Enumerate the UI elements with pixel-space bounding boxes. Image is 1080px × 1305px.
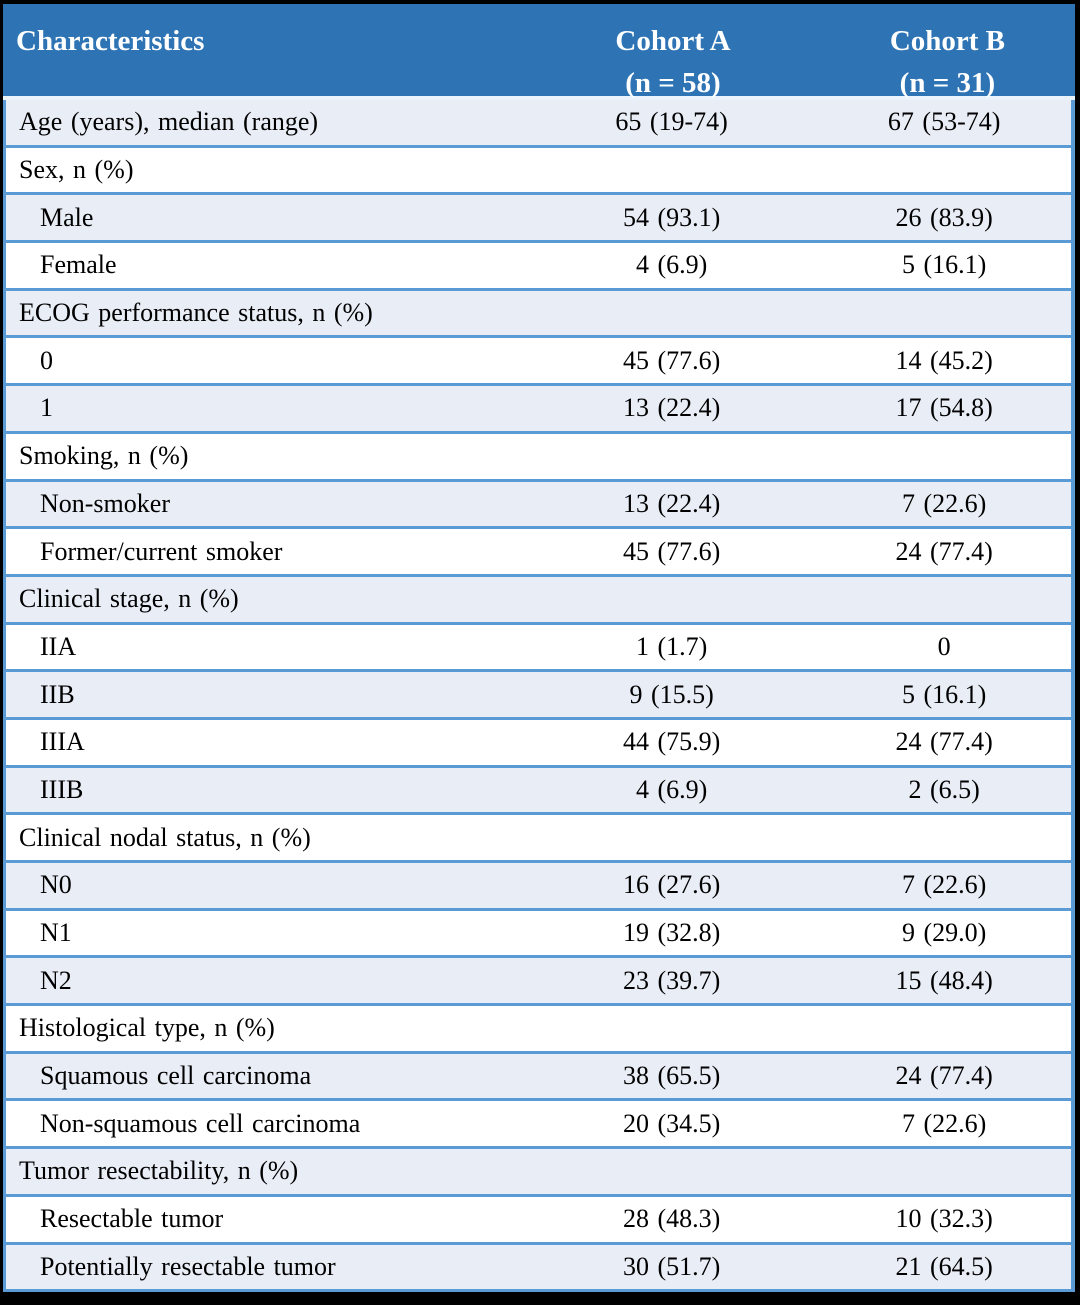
row-label: Squamous cell carcinoma — [40, 1061, 312, 1091]
cohort-b-value: 7 (22.6) — [901, 870, 987, 900]
cohort-b-value: 7 (22.6) — [901, 1108, 987, 1138]
cohort-a-title: Cohort A — [615, 25, 731, 57]
cohort-a-n: (n = 58) — [625, 67, 721, 99]
column-header-characteristics-label: Characteristics — [16, 25, 205, 57]
cohort-b-value: 26 (83.9) — [895, 202, 993, 232]
cohort-b-n: (n = 31) — [899, 67, 996, 99]
table-row: IIIA 44 (75.9) 24 (77.4) — [3, 719, 1075, 768]
row-label: 0 — [40, 345, 53, 375]
row-label: IIIB — [40, 774, 84, 804]
table-row: N0 16 (27.6) 7 (22.6) — [3, 863, 1075, 911]
cohort-a-value: 16 (27.6) — [622, 870, 721, 900]
table-row: Squamous cell carcinoma 38 (65.5) 24 (77.4… — [3, 1053, 1075, 1102]
row-label: Former/current smoker — [40, 536, 283, 566]
table-row: Female 4 (6.9) 5 (16.1) — [3, 243, 1075, 291]
cohort-a-value: 23 (39.7) — [622, 965, 721, 995]
row-label: Clinical nodal status, n (%) — [19, 822, 311, 852]
cohort-a-value: 1 (1.7) — [635, 631, 708, 661]
cohort-b-value: 0 — [937, 631, 951, 661]
table-row: Histological type, n (%) — [3, 1006, 1075, 1054]
cohort-b-value: 24 (77.4) — [895, 727, 993, 757]
row-label: N1 — [40, 918, 72, 948]
row-label: Resectable tumor — [40, 1204, 224, 1234]
row-label: Histological type, n (%) — [19, 1013, 275, 1043]
cohort-b-value: 9 (29.0) — [901, 918, 987, 948]
cohort-b-value: 7 (22.6) — [901, 488, 987, 518]
cohort-a-value: 13 (22.4) — [622, 488, 721, 518]
cohort-a-value: 54 (93.1) — [622, 202, 721, 232]
row-label: Female — [40, 250, 117, 280]
cohort-a-value: 4 (6.9) — [635, 774, 708, 804]
cohort-b-value: 21 (64.5) — [895, 1251, 993, 1281]
row-label: Clinical stage, n (%) — [19, 584, 239, 614]
row-label: IIA — [40, 631, 77, 661]
cohort-a-value: 45 (77.6) — [622, 345, 721, 375]
cohort-b-value: 14 (45.2) — [895, 345, 993, 375]
table-row: Non-squamous cell carcinoma 20 (34.5) 7 (2… — [3, 1101, 1075, 1150]
table-row: 1 13 (22.4) 17 (54.8) — [3, 386, 1075, 434]
table-row: Sex, n (%) — [3, 147, 1075, 196]
cohort-a-value: 4 (6.9) — [635, 250, 708, 280]
table-row: Smoking, n (%) — [3, 433, 1075, 482]
cohort-b-value: 2 (6.5) — [908, 774, 980, 804]
table-row: ECOG performance status, n (%) — [3, 290, 1075, 339]
cohort-a-value: 38 (65.5) — [622, 1061, 721, 1091]
row-label: Tumor resectability, n (%) — [19, 1156, 299, 1186]
row-label: N2 — [40, 965, 72, 995]
cohort-b-value: 67 (53-74) — [887, 107, 1001, 137]
cohort-a-value: 44 (75.9) — [622, 727, 721, 757]
cohort-b-title: Cohort B — [889, 25, 1006, 57]
table-body: Age (years), median (range) 65 (19-74) 67 … — [3, 100, 1075, 1293]
row-label: N0 — [40, 870, 72, 900]
table-row: IIB 9 (15.5) 5 (16.1) — [3, 672, 1075, 720]
cohort-b-value: 5 (16.1) — [901, 679, 987, 709]
column-header-cohort-a: Cohort A (n = 58) — [496, 4, 850, 99]
row-label: IIIA — [40, 727, 85, 757]
cohort-b-value: 17 (54.8) — [895, 393, 993, 423]
cohort-b-value: 5 (16.1) — [901, 250, 987, 280]
table-row: IIA 1 (1.7) 0 — [3, 624, 1075, 673]
table-row: N2 23 (39.7) 15 (48.4) — [3, 958, 1075, 1007]
row-label: 1 — [40, 393, 53, 423]
table-row: Clinical nodal status, n (%) — [3, 815, 1075, 863]
cohort-a-value: 20 (34.5) — [622, 1108, 721, 1138]
cohort-b-value: 24 (77.4) — [895, 1061, 993, 1091]
table-row: Non-smoker 13 (22.4) 7 (22.6) — [3, 481, 1075, 530]
row-label: Sex, n (%) — [19, 155, 134, 185]
column-header-characteristics: Characteristics — [3, 4, 496, 96]
cohort-a-value: 13 (22.4) — [622, 393, 721, 423]
row-label: Male — [40, 202, 94, 232]
cohort-b-value: 15 (48.4) — [895, 965, 993, 995]
table-row: Potentially resectable tumor 30 (51.7) 21 … — [3, 1244, 1075, 1293]
cohort-b-value: 24 (77.4) — [895, 536, 993, 566]
row-label: IIB — [40, 679, 75, 709]
characteristics-table: Characteristics Cohort A (n = 58) Cohort… — [3, 4, 1075, 1293]
row-label: Non-smoker — [40, 488, 170, 518]
table-row: Resectable tumor 28 (48.3) 10 (32.3) — [3, 1196, 1075, 1245]
table-row: Clinical stage, n (%) — [3, 576, 1075, 625]
cohort-a-value: 28 (48.3) — [622, 1204, 721, 1234]
cohort-a-value: 30 (51.7) — [622, 1251, 721, 1281]
cohort-a-value: 9 (15.5) — [629, 679, 714, 709]
table-row: Male 54 (93.1) 26 (83.9) — [3, 195, 1075, 244]
table-header-row: Characteristics Cohort A (n = 58) Cohort… — [3, 4, 1075, 100]
row-label: Potentially resectable tumor — [40, 1251, 336, 1281]
cohort-b-value: 10 (32.3) — [895, 1204, 993, 1234]
row-label: Smoking, n (%) — [19, 441, 189, 471]
row-label: ECOG performance status, n (%) — [19, 298, 373, 328]
table-row: IIIB 4 (6.9) 2 (6.5) — [3, 767, 1075, 816]
table-row: N1 19 (32.8) 9 (29.0) — [3, 910, 1075, 959]
table-row: 0 45 (77.6) 14 (45.2) — [3, 338, 1075, 387]
table-row: Former/current smoker 45 (77.6) 24 (77.4) — [3, 529, 1075, 577]
table-row: Tumor resectability, n (%) — [3, 1149, 1075, 1197]
cohort-a-value: 45 (77.6) — [622, 536, 721, 566]
row-label: Non-squamous cell carcinoma — [40, 1108, 361, 1138]
column-header-cohort-b: Cohort B (n = 31) — [850, 4, 1075, 99]
row-label: Age (years), median (range) — [19, 107, 319, 137]
cohort-a-value: 19 (32.8) — [622, 918, 721, 948]
cohort-a-value: 65 (19-74) — [615, 107, 728, 137]
table-row: Age (years), median (range) 65 (19-74) 67 … — [3, 100, 1075, 148]
